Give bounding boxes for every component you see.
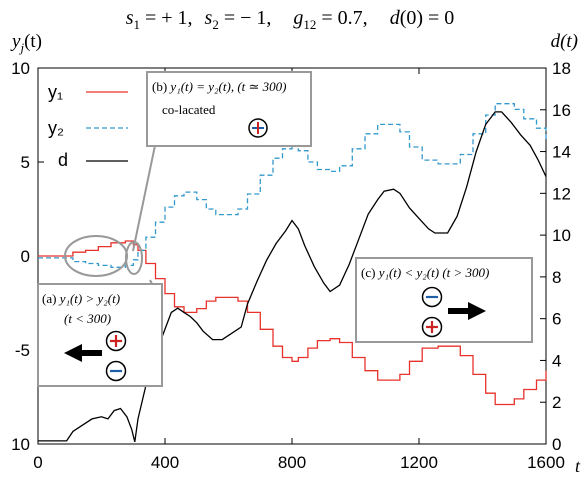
callout-b-line2: co-lacated	[162, 102, 216, 117]
axis-ticks: 0 400 800 1200 1600 10 5 0 -5 10 18 16 14 12 10 8 6 4 2 0	[11, 59, 571, 472]
right-tick-label: 18	[552, 59, 571, 78]
right-tick-label: 12	[552, 184, 571, 203]
plus-spin-symbol	[105, 330, 127, 352]
callout-a-line1: (a) y₁(t) > y₂(t)	[42, 291, 120, 306]
left-axis-label: yj(t)	[10, 31, 42, 55]
series-d-line	[38, 111, 547, 443]
chart-title: s1 = + 1, s2 = − 1, g12 = 0.7, d(0) = 0	[126, 7, 455, 32]
left-tick-label: 5	[21, 153, 30, 172]
x-tick-label: 400	[151, 453, 179, 472]
highlight-ellipse-b	[125, 241, 143, 275]
right-tick-label: 4	[552, 351, 561, 370]
right-tick-label: 10	[552, 226, 571, 245]
right-tick-label: 14	[552, 143, 571, 162]
callout-b: (b) y₁(t) = y₂(t), (t ≃ 300) co-lacated	[146, 71, 312, 147]
callout-c-line1: (c) y₁(t) < y₂(t) (t > 300)	[361, 265, 489, 280]
x-tick-label: 1200	[400, 453, 438, 472]
right-axis-label: d(t)	[551, 31, 578, 52]
series-y1-line	[38, 240, 547, 406]
left-arrow-icon	[64, 344, 102, 362]
legend-label-y1: y₁	[48, 82, 63, 102]
right-tick-label: 6	[552, 310, 561, 329]
legend-label-d: d	[58, 150, 68, 170]
callout-c-box	[355, 257, 533, 343]
left-tick-label: 10	[11, 59, 30, 78]
right-tick-label: 0	[552, 435, 561, 454]
callout-a: (a) y₁(t) > y₂(t) (t < 300)	[37, 283, 163, 387]
legend-label-y2: y₂	[48, 118, 64, 138]
left-tick-label: 10	[11, 435, 30, 454]
minus-spin-symbol-c	[421, 286, 443, 308]
highlight-ellipse-a	[64, 235, 128, 277]
minus-spin-symbol	[105, 360, 127, 382]
plus-spin-symbol-c	[421, 316, 443, 338]
legend: y₁ y₂ d	[48, 82, 128, 170]
x-axis-label: t	[575, 456, 581, 476]
right-tick-label: 2	[552, 393, 561, 412]
callout-a-box	[37, 283, 163, 387]
colocated-spin-symbol	[248, 118, 268, 138]
callout-c: (c) y₁(t) < y₂(t) (t > 300)	[355, 257, 533, 343]
right-tick-label: 8	[552, 268, 561, 287]
right-tick-label: 16	[552, 101, 571, 120]
x-tick-label: 0	[33, 453, 42, 472]
callout-b-line1: (b) y₁(t) = y₂(t), (t ≃ 300)	[152, 79, 286, 94]
right-arrow-icon	[448, 302, 486, 320]
x-tick-label: 1600	[527, 453, 565, 472]
left-tick-label: -5	[15, 341, 30, 360]
x-tick-label: 800	[278, 453, 306, 472]
callout-a-line2: (t < 300)	[64, 311, 111, 326]
left-tick-label: 0	[21, 247, 30, 266]
callout-b-box	[146, 71, 312, 147]
